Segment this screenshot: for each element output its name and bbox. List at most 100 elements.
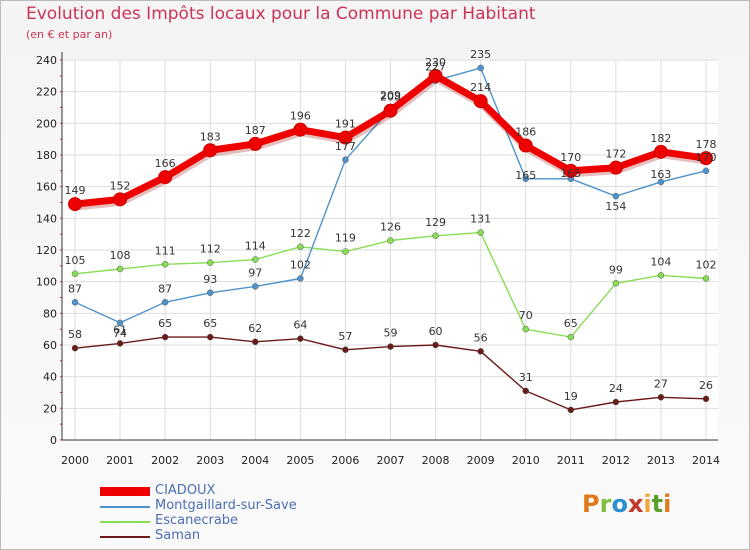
data-label-ciadoux: 149 xyxy=(65,184,86,197)
data-label-ciadoux: 191 xyxy=(335,118,356,131)
data-point-saman xyxy=(206,333,214,341)
data-point-montgaillard-sur-save xyxy=(612,192,620,200)
data-point-ciadoux xyxy=(68,197,82,212)
chart-title: Evolution des Impôts locaux pour la Comm… xyxy=(26,4,536,24)
y-tick-label: 40 xyxy=(43,371,57,384)
x-tick-label: 2003 xyxy=(196,454,224,467)
data-point-escanecrabe xyxy=(252,256,259,263)
data-label-escanecrabe: 105 xyxy=(65,254,86,267)
legend-label-montgaillard: Montgaillard-sur-Save xyxy=(155,498,297,513)
x-tick-label: 2006 xyxy=(331,454,359,467)
data-point-montgaillard-sur-save xyxy=(116,319,124,327)
y-tick-label: 140 xyxy=(36,212,57,225)
data-point-escanecrabe xyxy=(477,229,484,236)
data-label-saman: 57 xyxy=(338,330,352,343)
data-point-escanecrabe xyxy=(161,261,169,268)
data-point-montgaillard-sur-save xyxy=(657,178,665,186)
x-tick-label: 2001 xyxy=(106,454,134,467)
proxiti-logo: Proxiti xyxy=(582,490,671,518)
data-label-montgaillard-sur-save: 74 xyxy=(113,327,127,340)
data-label-ciadoux: 208 xyxy=(380,91,401,104)
data-label-saman: 65 xyxy=(158,317,172,330)
data-label-ciadoux: 178 xyxy=(696,138,717,151)
data-label-saman: 59 xyxy=(384,327,398,340)
x-tick-label: 2007 xyxy=(377,454,405,467)
data-label-montgaillard-sur-save: 93 xyxy=(203,273,217,286)
x-axis-ticks: 2000 2001 2002 2003 2004 2005 2006 2007 2008 2009… xyxy=(61,454,720,467)
data-point-ciadoux xyxy=(518,138,533,153)
data-point-saman xyxy=(342,346,349,353)
data-point-escanecrabe xyxy=(206,259,214,266)
data-label-montgaillard-sur-save: 102 xyxy=(290,259,311,272)
y-tick-label: 200 xyxy=(36,117,57,130)
data-label-ciadoux: 172 xyxy=(605,148,626,161)
data-point-saman xyxy=(657,394,665,401)
axes xyxy=(60,52,718,441)
data-label-montgaillard-sur-save: 170 xyxy=(696,151,717,164)
data-point-montgaillard-sur-save xyxy=(702,167,710,175)
legend-label-escanecrabe: Escanecrabe xyxy=(155,513,239,528)
data-point-ciadoux xyxy=(563,163,578,178)
data-label-montgaillard-sur-save: 209 xyxy=(380,89,401,102)
data-point-ciadoux xyxy=(158,170,173,185)
data-point-escanecrabe xyxy=(116,265,124,273)
data-point-ciadoux xyxy=(428,68,443,83)
data-label-escanecrabe: 131 xyxy=(470,213,491,226)
legend-item-montgaillard: Montgaillard-sur-Save xyxy=(100,498,360,514)
data-point-saman xyxy=(297,335,304,342)
data-point-ciadoux xyxy=(383,103,398,118)
chart-subtitle: (en € et par an) xyxy=(26,28,113,41)
data-point-montgaillard-sur-save xyxy=(342,156,349,163)
data-point-saman xyxy=(161,333,169,341)
data-label-escanecrabe: 65 xyxy=(564,317,578,330)
x-tick-label: 2010 xyxy=(512,454,540,467)
data-label-escanecrabe: 70 xyxy=(519,309,533,322)
x-tick-label: 2013 xyxy=(647,454,675,467)
data-point-escanecrabe xyxy=(567,333,575,341)
data-labels: 58 61 65 65 62 64 57 59 60 56 31 19 24 27 26 105 108 111 1… xyxy=(65,48,717,403)
x-tick-label: 2012 xyxy=(602,454,630,467)
data-point-ciadoux xyxy=(293,122,308,137)
data-label-ciadoux: 186 xyxy=(515,126,536,139)
y-axis-ticks: 0 20 40 60 80 100 120 140 160 180 200 220 240 xyxy=(36,54,57,447)
legend-swatch-escanecrabe xyxy=(100,521,150,523)
y-tick-label: 80 xyxy=(43,307,57,320)
data-point-montgaillard-sur-save xyxy=(297,275,304,282)
data-label-escanecrabe: 104 xyxy=(650,255,671,268)
data-label-escanecrabe: 119 xyxy=(335,232,356,245)
legend-label-ciadoux: CIADOUX xyxy=(155,483,216,498)
data-point-escanecrabe xyxy=(387,237,394,244)
data-label-montgaillard-sur-save: 165 xyxy=(560,167,581,180)
legend-swatch-montgaillard xyxy=(100,506,150,508)
y-tick-label: 0 xyxy=(50,434,57,447)
data-label-escanecrabe: 126 xyxy=(380,221,401,234)
data-label-ciadoux: 166 xyxy=(155,157,176,170)
x-tick-label: 2002 xyxy=(151,454,179,467)
data-label-montgaillard-sur-save: 87 xyxy=(158,282,172,295)
data-label-ciadoux: 170 xyxy=(560,151,581,164)
data-label-montgaillard-sur-save: 227 xyxy=(425,61,446,74)
x-tick-label: 2009 xyxy=(467,454,495,467)
x-tick-label: 2004 xyxy=(241,454,269,467)
y-tick-label: 60 xyxy=(43,339,57,352)
data-label-ciadoux: 196 xyxy=(290,110,311,123)
data-label-ciadoux: 183 xyxy=(200,130,221,143)
legend-label-saman: Saman xyxy=(155,528,201,543)
data-label-montgaillard-sur-save: 87 xyxy=(68,282,82,295)
x-tick-label: 2000 xyxy=(61,454,89,467)
legend-item-saman: Saman xyxy=(100,528,360,544)
data-point-saman xyxy=(71,344,79,352)
y-tick-label: 20 xyxy=(43,402,57,415)
x-tick-label: 2008 xyxy=(422,454,450,467)
data-point-ciadoux xyxy=(699,151,713,166)
data-label-saman: 65 xyxy=(203,317,217,330)
y-tick-label: 160 xyxy=(36,181,57,194)
data-label-escanecrabe: 111 xyxy=(155,244,176,257)
legend-item-ciadoux: CIADOUX xyxy=(100,483,360,499)
data-label-saman: 26 xyxy=(699,379,713,392)
logo-letter: t xyxy=(651,490,664,518)
data-point-escanecrabe xyxy=(297,243,304,251)
x-tick-label: 2011 xyxy=(557,454,585,467)
data-label-saman: 31 xyxy=(519,371,533,384)
